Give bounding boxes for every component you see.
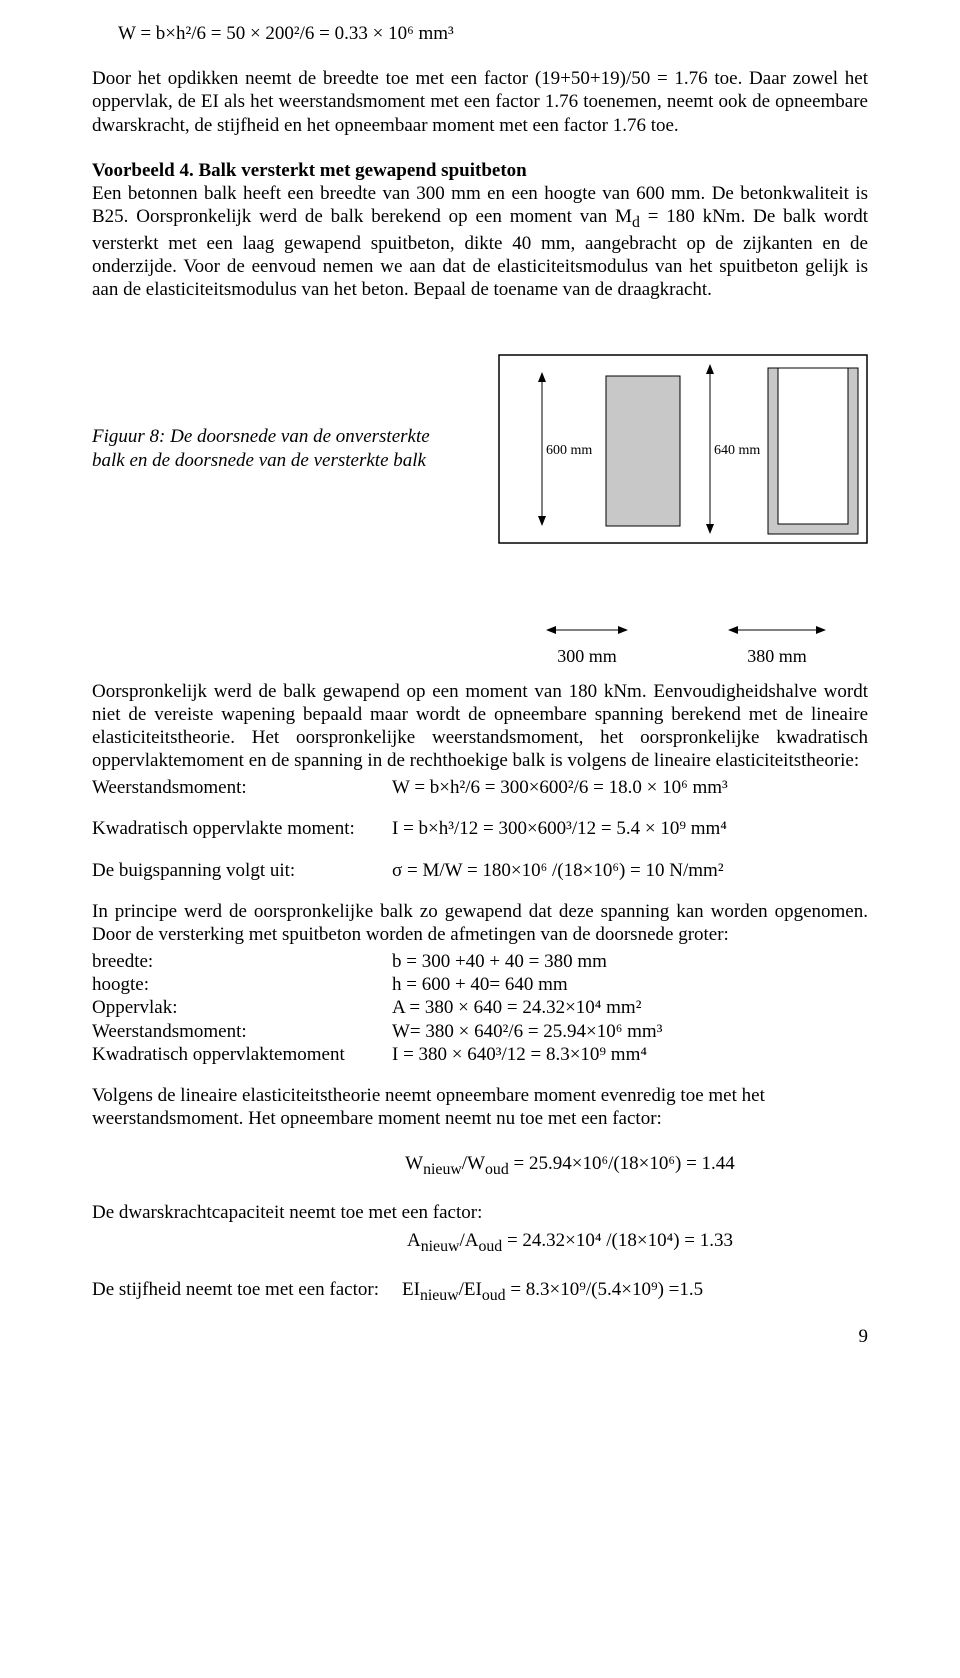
subscript-nieuw: nieuw (421, 1237, 460, 1254)
paragraph-1: Door het opdikken neemt de breedte toe m… (92, 67, 868, 137)
kv-oppervlak: Oppervlak: A = 380 × 640 = 24.32×10⁴ mm² (92, 996, 868, 1019)
kv-buigspanning: De buigspanning volgt uit: σ = M/W = 180… (92, 859, 868, 882)
label-600mm: 600 mm (546, 443, 592, 458)
paragraph-3: In principe werd de oorspronkelijke balk… (92, 900, 868, 946)
kv-hoogte: hoogte: h = 600 + 40= 640 mm (92, 973, 868, 996)
spacer (92, 306, 868, 324)
kv-value: W = b×h²/6 = 300×600²/6 = 18.0 × 10⁶ mm³ (392, 776, 868, 799)
kv-label: Weerstandsmoment: (92, 1020, 392, 1043)
formula-top: W = b×h²/6 = 50 × 200²/6 = 0.33 × 10⁶ mm… (92, 22, 868, 45)
measure-300: 300 mm (512, 620, 662, 668)
spacer (92, 1134, 868, 1152)
spacer (92, 841, 868, 859)
horiz-arrow-300 (512, 620, 662, 640)
kv-weerstandsmoment-2: Weerstandsmoment: W= 380 × 640²/6 = 25.9… (92, 1020, 868, 1043)
page-number: 9 (92, 1305, 868, 1348)
voorbeeld4-paragraph: Voorbeeld 4. Balk versterkt met gewapend… (92, 159, 868, 302)
figure-caption-line-a: Figuur 8: De doorsnede van de onversterk… (92, 426, 430, 447)
kv-label: hoogte: (92, 973, 392, 996)
measure-300-label: 300 mm (512, 646, 662, 668)
subscript-oud: oud (485, 1161, 509, 1178)
kv-label: Weerstandsmoment: (92, 776, 392, 799)
horiz-arrow-380 (702, 620, 852, 640)
kv-value: b = 300 +40 + 40 = 380 mm (392, 950, 868, 973)
paragraph-2: Oorspronkelijk werd de balk gewapend op … (92, 680, 868, 773)
ratio-w-prefix: W (405, 1153, 423, 1174)
subscript-d: d (632, 214, 640, 231)
spacer (92, 882, 868, 900)
subscript-oud: oud (478, 1237, 502, 1254)
kv-value: I = b×h³/12 = 300×600³/12 = 5.4 × 10⁹ mm… (392, 817, 868, 840)
ratio-w-rest: = 25.94×10⁶/(18×10⁶) = 1.44 (509, 1153, 735, 1174)
ratio-w-mid: /W (462, 1153, 485, 1174)
width-measure-pair: 300 mm 380 mm (512, 620, 868, 668)
ei-mid: /EI (459, 1279, 482, 1300)
ei-prefix: EI (402, 1279, 420, 1300)
ei-rest: = 8.3×10⁹/(5.4×10⁹) =1.5 (506, 1279, 704, 1300)
kv-breedte: breedte: b = 300 +40 + 40 = 380 mm (92, 950, 868, 973)
page-container: W = b×h²/6 = 50 × 200²/6 = 0.33 × 10⁶ mm… (0, 0, 960, 1378)
ratio-a-line: Anieuw/Aoud = 24.32×10⁴ /(18×10⁴) = 1.33 (92, 1229, 868, 1256)
paragraph-5: De dwarskrachtcapaciteit neemt toe met e… (92, 1201, 868, 1224)
kv-kwadratisch-1: Kwadratisch oppervlakte moment: I = b×h³… (92, 817, 868, 840)
kv-kwadratisch-2: Kwadratisch oppervlaktemoment I = 380 × … (92, 1043, 868, 1066)
subscript-oud: oud (482, 1286, 506, 1303)
figure-row: Figuur 8: De doorsnede van de onversterk… (92, 354, 868, 544)
kv-label: Oppervlak: (92, 996, 392, 1019)
cross-section-figure: 600 mm 640 mm (498, 354, 868, 544)
spacer (92, 799, 868, 817)
ei-label: De stijfheid neemt toe met een factor: (92, 1278, 402, 1305)
kv-label: Kwadratisch oppervlaktemoment (92, 1043, 392, 1066)
kv-label: breedte: (92, 950, 392, 973)
kv-label: De buigspanning volgt uit: (92, 859, 392, 882)
kv-label: Kwadratisch oppervlakte moment: (92, 817, 392, 840)
measure-380-label: 380 mm (702, 646, 852, 668)
spacer (92, 324, 868, 342)
spacer (92, 1066, 868, 1084)
ei-line: De stijfheid neemt toe met een factor: E… (92, 1278, 868, 1305)
subscript-nieuw: nieuw (420, 1286, 459, 1303)
ei-value: EInieuw/EIoud = 8.3×10⁹/(5.4×10⁹) =1.5 (402, 1278, 868, 1305)
figure-caption: Figuur 8: De doorsnede van de onversterk… (92, 425, 432, 471)
kv-value: A = 380 × 640 = 24.32×10⁴ mm² (392, 996, 868, 1019)
voorbeeld4-title: Voorbeeld 4. Balk versterkt met gewapend… (92, 160, 527, 181)
beam-reinforced-inner (778, 368, 848, 524)
paragraph-4: Volgens de lineaire elasticiteitstheorie… (92, 1084, 868, 1130)
measure-380: 380 mm (702, 620, 852, 668)
width-measure-row: 300 mm 380 mm (92, 620, 868, 668)
ratio-a-rest: = 24.32×10⁴ /(18×10⁴) = 1.33 (502, 1230, 733, 1251)
spacer (92, 49, 868, 67)
beam-original-rect (606, 376, 680, 526)
subscript-nieuw: nieuw (423, 1161, 462, 1178)
ratio-w-line: Wnieuw/Woud = 25.94×10⁶/(18×10⁶) = 1.44 (92, 1152, 868, 1179)
ratio-a-mid: /A (459, 1230, 478, 1251)
kv-weerstandsmoment-1: Weerstandsmoment: W = b×h²/6 = 300×600²/… (92, 776, 868, 799)
ratio-a-prefix: A (407, 1230, 421, 1251)
kv-value: W= 380 × 640²/6 = 25.94×10⁶ mm³ (392, 1020, 868, 1043)
spacer (92, 1260, 868, 1278)
label-640mm: 640 mm (714, 443, 760, 458)
kv-value: h = 600 + 40= 640 mm (392, 973, 868, 996)
spacer (92, 141, 868, 159)
figure-caption-line-b: balk en de doorsnede van de versterkte b… (92, 450, 426, 471)
spacer (92, 1183, 868, 1201)
kv-value: σ = M/W = 180×10⁶ /(18×10⁶) = 10 N/mm² (392, 859, 868, 882)
spacer (92, 554, 868, 614)
kv-value: I = 380 × 640³/12 = 8.3×10⁹ mm⁴ (392, 1043, 868, 1066)
